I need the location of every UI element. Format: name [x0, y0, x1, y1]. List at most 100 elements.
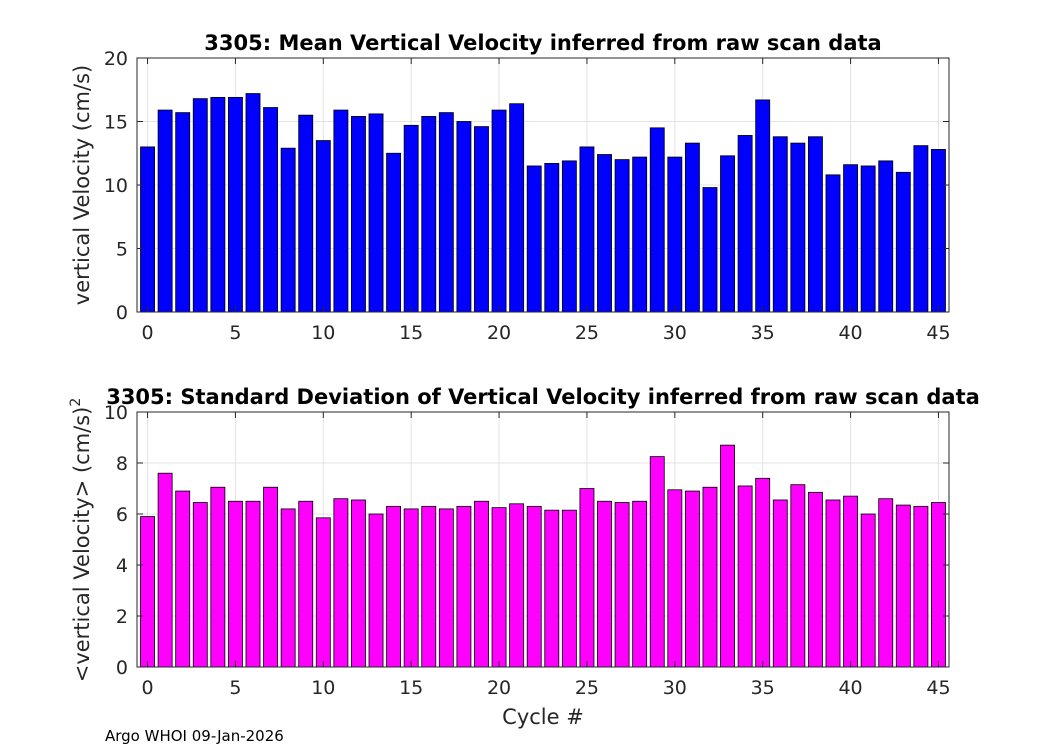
bar — [403, 124, 419, 313]
bar — [720, 444, 735, 668]
x-tick-label: 35 — [751, 677, 775, 699]
bar — [263, 107, 279, 313]
y-tick-label: 15 — [104, 112, 128, 134]
x-tick-label: 20 — [487, 677, 511, 699]
bar — [931, 502, 946, 668]
bar — [720, 155, 735, 313]
x-tick-label: 15 — [399, 322, 423, 344]
bar — [333, 498, 349, 668]
bar — [597, 154, 612, 313]
bar — [843, 164, 859, 313]
bar — [544, 509, 560, 668]
chart-title: 3305: Mean Vertical Velocity inferred fr… — [204, 31, 881, 55]
bar — [474, 126, 489, 313]
y-tick-label: 20 — [104, 48, 128, 70]
bar — [210, 96, 226, 313]
x-tick-label: 40 — [838, 677, 862, 699]
y-axis-label: <vertical Velocity> (cm/s) — [70, 407, 94, 683]
x-tick-label: 5 — [229, 322, 241, 344]
bar — [684, 490, 700, 668]
bar — [245, 93, 261, 313]
bar — [702, 187, 718, 313]
y-axis-label: vertical Velocity (cm/s) — [70, 65, 94, 305]
x-tick-label: 35 — [751, 322, 775, 344]
bar — [175, 112, 191, 313]
bar — [456, 505, 472, 668]
bar — [807, 136, 823, 313]
bar — [157, 472, 173, 668]
y-tick-label: 2 — [116, 606, 128, 628]
bar — [315, 517, 331, 668]
bar — [825, 499, 841, 668]
x-tick-label: 10 — [311, 322, 335, 344]
bar — [474, 500, 489, 668]
bar — [895, 171, 911, 313]
bar — [140, 146, 155, 313]
bar — [614, 502, 630, 668]
bar — [386, 505, 402, 668]
y-tick-label: 10 — [104, 175, 128, 197]
bar — [807, 491, 823, 668]
bar — [509, 103, 525, 313]
bar — [632, 500, 648, 668]
bar — [878, 498, 894, 668]
y-tick-label: 0 — [116, 302, 128, 324]
bar — [456, 121, 472, 313]
bar — [772, 499, 788, 668]
bar — [579, 146, 595, 313]
bar — [421, 505, 437, 668]
bar — [280, 508, 296, 668]
bar — [597, 500, 612, 668]
x-tick-label: 0 — [141, 677, 153, 699]
x-tick-label: 10 — [311, 677, 335, 699]
bar — [192, 502, 208, 668]
bar — [913, 145, 929, 313]
x-tick-label: 5 — [229, 677, 241, 699]
bar — [790, 484, 806, 668]
bar — [860, 513, 876, 668]
mean-velocity-chart: 0 5 10 15 20 25 30 35 40 45 0 5 10 15 20 3305: Mean Ve… — [70, 31, 951, 344]
axes-frame — [136, 411, 950, 668]
bar — [210, 486, 226, 668]
y-tick-label: 0 — [116, 657, 128, 679]
bar — [790, 142, 806, 313]
bar — [544, 163, 560, 313]
x-tick-label: 30 — [663, 322, 687, 344]
bar — [913, 505, 929, 668]
x-axis-label: Cycle # — [502, 705, 584, 729]
x-tick-label: 25 — [575, 677, 599, 699]
bar — [421, 116, 437, 313]
bar — [351, 499, 366, 668]
bar — [351, 116, 366, 313]
bar — [931, 149, 946, 313]
bar — [755, 99, 771, 313]
x-tick-label: 45 — [926, 677, 950, 699]
x-tick-label: 30 — [663, 677, 687, 699]
bar — [561, 160, 577, 313]
x-tick-label: 45 — [926, 322, 950, 344]
bar — [667, 156, 683, 313]
bar — [843, 495, 859, 668]
bar — [895, 504, 911, 668]
bar — [315, 140, 331, 313]
bar — [403, 508, 419, 668]
bar — [561, 509, 577, 668]
bar — [333, 109, 349, 313]
bar — [227, 96, 243, 313]
bar — [737, 135, 753, 313]
bar — [649, 456, 665, 668]
bar — [263, 486, 279, 668]
bar — [491, 109, 507, 313]
x-tick-label: 0 — [141, 322, 153, 344]
bar — [140, 516, 155, 668]
bar — [860, 165, 876, 313]
chart-title: 3305: Standard Deviation of Vertical Vel… — [106, 385, 980, 409]
bar — [157, 109, 173, 313]
x-tick-label: 15 — [399, 677, 423, 699]
y-tick-label: 5 — [116, 239, 128, 261]
bar — [280, 147, 296, 313]
bar — [825, 174, 841, 313]
bar — [298, 114, 314, 313]
bar — [755, 477, 771, 668]
